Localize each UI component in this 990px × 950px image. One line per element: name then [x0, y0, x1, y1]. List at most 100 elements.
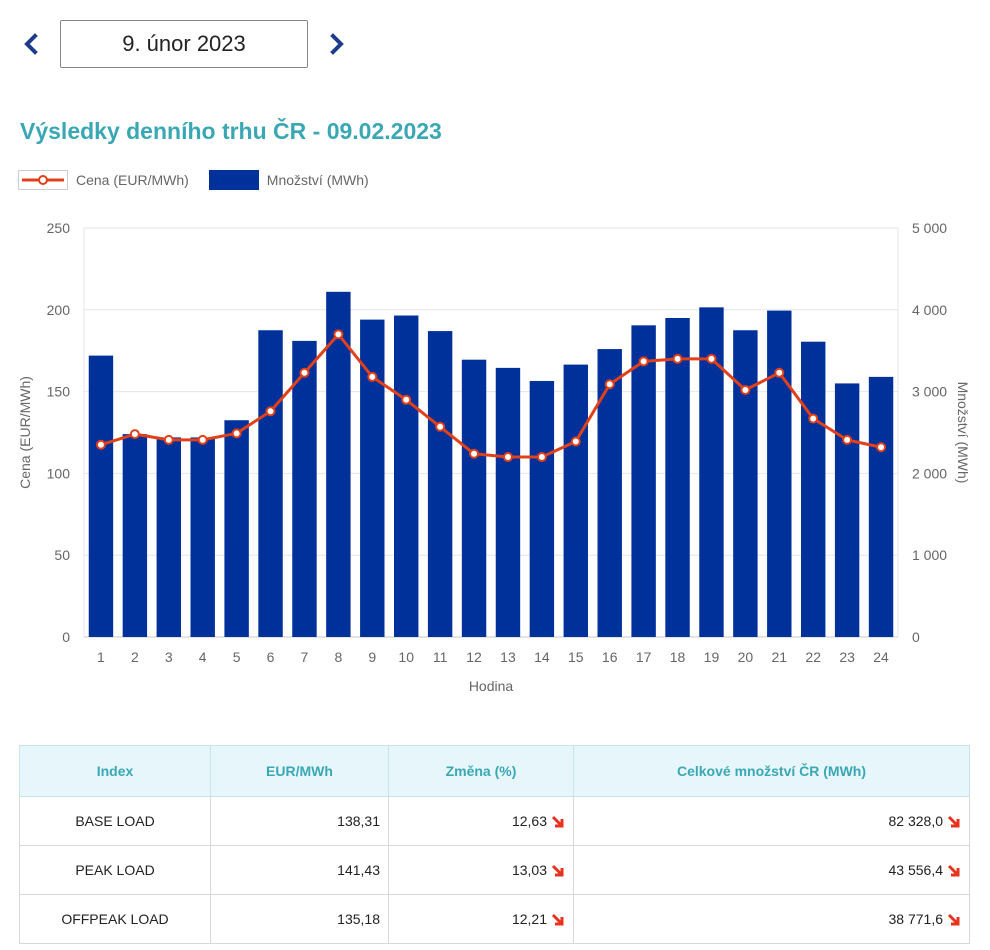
price-point: [706, 353, 717, 364]
bar: [122, 434, 148, 637]
y-tick-label-left: 250: [47, 220, 71, 236]
y-axis-title-left: Cena (EUR/MWh): [17, 376, 33, 489]
trend-down-arrow-icon: [551, 914, 564, 926]
price-volume-chart: 0 50 100 150 200 250 0 1 000 2 000 3 000 4 000 5 00…: [17, 220, 971, 694]
legend-label-price: Cena (EUR/MWh): [76, 172, 189, 188]
table-row: PEAK LOAD 141,43 13,03 43 556,4: [19, 845, 970, 895]
column-header-volume: Celkové množství ČR (MWh): [573, 745, 970, 797]
price-cell: 141,43: [210, 845, 389, 895]
y-axis-title-right: Množství (MWh): [955, 382, 971, 484]
price-point: [197, 434, 208, 445]
price-point: [604, 379, 615, 390]
x-tick-label: 8: [334, 649, 342, 665]
trend-down-arrow-icon: [947, 816, 960, 828]
x-tick-label: 16: [602, 649, 618, 665]
y-tick-label-right: 3 000: [912, 384, 947, 400]
price-point: [299, 367, 310, 378]
y-tick-label-right: 1 000: [912, 547, 947, 563]
x-tick-label: 14: [534, 649, 550, 665]
y-tick-label-left: 50: [54, 547, 70, 563]
volume-value: 38 771,6: [888, 910, 944, 927]
index-cell: PEAK LOAD: [19, 845, 211, 895]
next-day-button[interactable]: [324, 26, 350, 62]
price-point: [842, 434, 853, 445]
bar: [224, 420, 249, 637]
bar: [563, 364, 589, 637]
change-value: 13,03: [511, 861, 547, 878]
x-tick-label: 5: [233, 649, 241, 665]
legend-item-price[interactable]: Cena (EUR/MWh): [18, 170, 189, 190]
x-tick-label: 1: [97, 649, 105, 665]
bar: [868, 376, 894, 637]
price-line: [100, 332, 882, 459]
price-point: [95, 439, 106, 450]
bar: [597, 349, 622, 637]
bar: [326, 291, 351, 637]
column-header-price: EUR/MWh: [210, 745, 389, 797]
bar: [665, 317, 690, 637]
volume-value: 43 556,4: [888, 861, 944, 878]
price-point: [333, 329, 344, 340]
bar: [733, 330, 758, 637]
bar: [393, 315, 419, 637]
table-row: OFFPEAK LOAD 135,18 12,21 38 771,6: [19, 894, 970, 944]
price-point: [502, 452, 513, 463]
y-tick-label-right: 0: [912, 629, 920, 645]
bar: [800, 341, 826, 637]
index-cell: OFFPEAK LOAD: [19, 894, 211, 944]
volume-cell: 82 328,0: [573, 796, 970, 846]
price-point: [876, 442, 887, 453]
date-navigator: 9. únor 2023: [18, 18, 350, 70]
chart-legend: Cena (EUR/MWh) Množství (MWh): [18, 170, 389, 190]
price-point: [469, 448, 480, 459]
x-tick-label: 4: [199, 649, 207, 665]
x-tick-label: 15: [568, 649, 584, 665]
index-table: Index EUR/MWh Změna (%) Celkové množství…: [19, 745, 970, 944]
price-point: [638, 356, 649, 367]
bar: [461, 359, 487, 637]
x-tick-label: 7: [301, 649, 309, 665]
bar: [258, 330, 283, 637]
change-value: 12,21: [511, 910, 547, 927]
price-point: [265, 406, 276, 417]
column-header-change: Změna (%): [388, 745, 574, 797]
legend-label-volume: Množství (MWh): [266, 172, 369, 188]
x-tick-label: 13: [500, 649, 516, 665]
price-point: [808, 413, 819, 424]
trend-down-arrow-icon: [947, 865, 960, 877]
table-row: BASE LOAD 138,31 12,63 82 328,0: [19, 796, 970, 846]
bar: [631, 325, 656, 637]
x-tick-label: 12: [466, 649, 482, 665]
price-point: [231, 428, 242, 439]
chevron-right-icon: [330, 33, 344, 55]
y-tick-label-left: 0: [62, 629, 70, 645]
x-tick-label: 20: [738, 649, 754, 665]
x-tick-label: 21: [772, 649, 788, 665]
trend-down-arrow-icon: [551, 816, 564, 828]
line-series-swatch-icon: [18, 170, 68, 190]
legend-item-volume[interactable]: Množství (MWh): [208, 170, 369, 190]
x-tick-label: 9: [368, 649, 376, 665]
bar: [529, 380, 555, 637]
x-tick-label: 19: [704, 649, 720, 665]
price-point: [536, 452, 547, 463]
trend-down-arrow-icon: [947, 914, 960, 926]
price-point: [163, 434, 174, 445]
bar: [495, 367, 521, 637]
y-tick-label-right: 2 000: [912, 465, 947, 481]
volume-cell: 38 771,6: [573, 894, 970, 944]
bar: [834, 383, 860, 637]
bar-series-swatch-icon: [208, 170, 259, 190]
y-tick-label-left: 200: [47, 302, 71, 318]
chart-title: Výsledky denního trhu ČR - 09.02.2023: [20, 118, 442, 144]
previous-day-button[interactable]: [18, 26, 44, 62]
price-cell: 135,18: [210, 894, 389, 944]
x-tick-label: 23: [839, 649, 855, 665]
y-tick-label-left: 100: [47, 465, 71, 481]
price-point: [367, 371, 378, 382]
column-header-index: Index: [19, 745, 211, 797]
date-picker[interactable]: 9. únor 2023: [60, 20, 308, 68]
price-point: [435, 421, 446, 432]
price-cell: 138,31: [210, 796, 389, 846]
x-tick-label: 11: [433, 649, 448, 665]
